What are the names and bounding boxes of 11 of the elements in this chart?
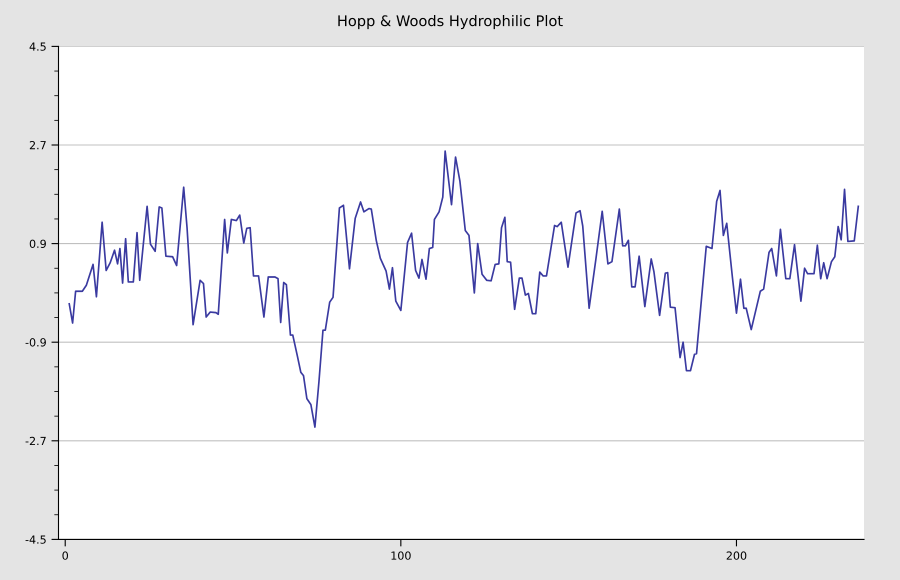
x-tick-label: 200 <box>726 551 746 560</box>
line-series <box>68 150 860 428</box>
y-tick-label: -0.9 <box>26 338 46 347</box>
y-tick-label: 2.7 <box>30 140 46 150</box>
y-tick-label: -4.5 <box>26 536 46 544</box>
y-tick-label: 0.9 <box>30 240 46 248</box>
x-tick-label: 100 <box>391 551 411 560</box>
chart-title: Hopp & Woods Hydrophilic Plot <box>338 14 563 30</box>
y-tick-label: -2.7 <box>26 436 46 446</box>
x-tick-label: 0 <box>62 551 68 560</box>
y-tick-label: 4.5 <box>30 42 46 51</box>
